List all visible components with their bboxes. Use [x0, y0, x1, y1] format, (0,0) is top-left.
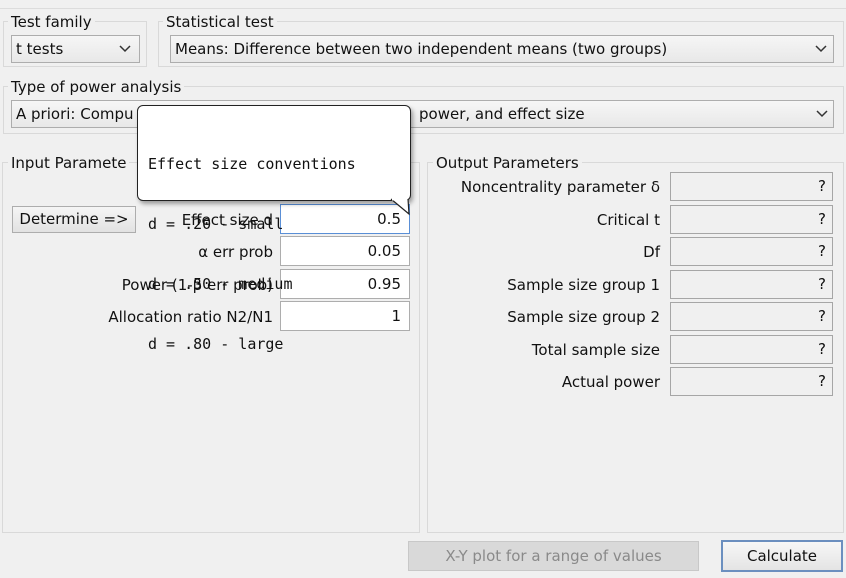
power-input[interactable]: 0.95 [280, 269, 410, 299]
power-label: Power (1-β err prob) [121, 276, 273, 294]
effect-size-conventions-tooltip: Effect size conventions d = .20 - small … [137, 105, 411, 353]
output-parameters-title: Output Parameters [433, 153, 582, 173]
statistical-test-group [158, 21, 844, 67]
effect-size-label: Effect size d [181, 211, 273, 229]
sample-size-group1-output: ? [670, 270, 833, 299]
test-family-label: Test family [8, 12, 95, 32]
df-output: ? [670, 237, 833, 266]
output-parameters-panel [427, 162, 844, 533]
tooltip-pointer [390, 198, 410, 216]
xy-plot-button[interactable]: X-Y plot for a range of values [408, 541, 699, 571]
critical-t-label: Critical t [596, 211, 660, 229]
noncentrality-output: ? [670, 172, 833, 201]
alpha-err-label: α err prob [198, 243, 273, 261]
sample-size-group2-label: Sample size group 2 [507, 308, 660, 326]
statistical-test-select[interactable]: Means: Difference between two independen… [170, 35, 834, 63]
statistical-test-value: Means: Difference between two independen… [175, 40, 668, 58]
power-analysis-label: Type of power analysis [8, 77, 185, 97]
chevron-down-icon [815, 45, 827, 53]
window-top-edge [0, 0, 846, 9]
power-analysis-value-end: power, and effect size [419, 105, 585, 123]
noncentrality-label: Noncentrality parameter δ [460, 178, 660, 196]
total-sample-size-label: Total sample size [531, 341, 660, 359]
statistical-test-label: Statistical test [163, 12, 277, 32]
allocation-ratio-label: Allocation ratio N2/N1 [108, 308, 273, 326]
input-parameters-title: Input Paramete [8, 153, 130, 173]
power-analysis-group [3, 86, 844, 134]
tooltip-line-medium: d = .50 - medium [148, 275, 293, 293]
critical-t-output: ? [670, 205, 833, 234]
determine-button[interactable]: Determine => [12, 206, 136, 233]
sample-size-group1-label: Sample size group 1 [507, 276, 660, 294]
chevron-down-icon [119, 45, 131, 53]
actual-power-label: Actual power [561, 373, 660, 391]
alpha-err-input[interactable]: 0.05 [280, 236, 410, 266]
calculate-button[interactable]: Calculate [721, 540, 843, 572]
tooltip-title: Effect size conventions [148, 155, 356, 173]
effect-size-input[interactable]: 0.5 [280, 204, 410, 234]
test-family-value: t tests [16, 40, 64, 58]
chevron-down-icon [816, 110, 828, 118]
total-sample-size-output: ? [670, 335, 833, 364]
actual-power-output: ? [670, 367, 833, 396]
sample-size-group2-output: ? [670, 302, 833, 331]
tooltip-line-small: d = .20 - small [148, 215, 284, 233]
allocation-ratio-input[interactable]: 1 [280, 301, 410, 331]
df-label: Df [643, 243, 660, 261]
tooltip-line-large: d = .80 - large [148, 335, 284, 353]
power-analysis-select[interactable]: A priori: Compu power, and effect size [11, 100, 834, 128]
power-analysis-value-start: A priori: Compu [16, 105, 134, 123]
test-family-select[interactable]: t tests [11, 35, 140, 63]
